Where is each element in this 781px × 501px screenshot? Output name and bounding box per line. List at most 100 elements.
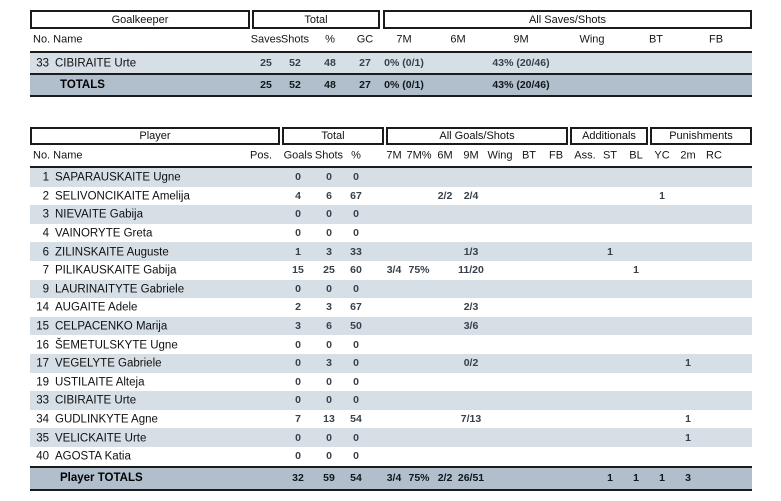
player-number: 33 — [36, 57, 49, 70]
player-number: 15 — [36, 320, 49, 333]
totals-cell-shots: 52 — [289, 78, 301, 91]
column-header-no-name: No. Name — [33, 33, 83, 46]
cell-goals: 7 — [295, 412, 301, 425]
player-name: VEGELYTE Gabriele — [55, 357, 162, 370]
player-number: 1 — [42, 171, 49, 184]
player-number-name: 1 SAPARAUSKAITE Ugne — [33, 168, 181, 186]
cell-saves: 25 — [260, 56, 272, 69]
cell-shots: 0 — [326, 208, 332, 221]
totals-cell-shots: 59 — [323, 471, 335, 484]
goalkeeper-rows: 33 CIBIRAITE Urte 25 52 48 27 0% (0/1) 43% (20/… — [30, 53, 752, 97]
player-name: ZILINSKAITE Auguste — [55, 246, 169, 259]
player-number: 3 — [42, 209, 49, 222]
cell-m9: 43% (20/46) — [492, 56, 550, 69]
totals-cell-pct: 54 — [350, 471, 362, 484]
cell-goals: 0 — [295, 431, 301, 444]
player-number: 35 — [36, 432, 49, 445]
cell-pct: 67 — [350, 301, 362, 314]
cell-m2: 1 — [685, 356, 691, 369]
cell-pct: 0 — [353, 375, 359, 388]
table-row: 16 ŠEMETULSKYTE Ugne 0 0 0 — [30, 335, 752, 354]
group-header-all-saves-shots: All Saves/Shots — [383, 10, 752, 29]
table-row: 14 AUGAITE Adele 2 3 67 2/3 — [30, 298, 752, 317]
cell-shots: 0 — [326, 394, 332, 407]
group-header-label: All Saves/Shots — [528, 13, 607, 26]
table-row: 7 PILIKAUSKAITE Gabija 15 25 60 3/4 75% 11/20 1 — [30, 261, 752, 280]
cell-goals: 0 — [295, 449, 301, 462]
totals-row: TOTALS 25 52 48 27 0% (0/1) 43% (20/46) — [30, 73, 752, 97]
cell-goals: 0 — [295, 356, 301, 369]
player-name: LAURINAITYTE Gabriele — [55, 283, 185, 296]
column-header-wing: Wing — [487, 149, 513, 162]
group-header-punishments: Punishments — [650, 127, 752, 145]
cell-shots: 0 — [326, 338, 332, 351]
group-header-label: All Goals/Shots — [439, 130, 515, 142]
player-number: 34 — [36, 413, 49, 426]
column-header-st: ST — [602, 149, 618, 162]
column-header-gc: GC — [356, 33, 374, 46]
cell-pct: 0 — [353, 226, 359, 239]
cell-pct: 50 — [350, 319, 362, 332]
table-row: 34 GUDLINKYTE Agne 7 13 54 7/13 1 — [30, 410, 752, 429]
table-row: 15 CELPACENKO Marija 3 6 50 3/6 — [30, 316, 752, 336]
player-name: SAPARAUSKAITE Ugne — [55, 171, 181, 184]
player-name: SELIVONCIKAITE Amelija — [55, 190, 190, 203]
player-number: 7 — [42, 264, 49, 277]
player-name: VAINORYTE Greta — [55, 227, 153, 240]
cell-goals: 0 — [295, 171, 301, 184]
column-header-m6: 6M — [437, 149, 453, 162]
cell-shots: 0 — [326, 282, 332, 295]
group-header-goalkeeper: Goalkeeper — [30, 10, 250, 29]
player-number: 6 — [42, 246, 49, 259]
table-row: 1 SAPARAUSKAITE Ugne 0 0 0 — [30, 168, 752, 187]
player-number-name: 34 GUDLINKYTE Agne — [33, 410, 158, 428]
totals-cell-m7pct: 75% — [408, 471, 430, 484]
totals-label: TOTALS — [60, 78, 105, 91]
column-header-pct: % — [351, 149, 361, 162]
player-number: 2 — [42, 190, 49, 203]
column-header-fb: FB — [708, 33, 724, 46]
table-row: 19 USTILAITE Alteja 0 0 0 — [30, 373, 752, 392]
cell-goals: 0 — [295, 338, 301, 351]
cell-pct: 0 — [353, 356, 359, 369]
cell-shots: 0 — [326, 226, 332, 239]
table-row: 3 NIEVAITE Gabija 0 0 0 — [30, 205, 752, 224]
player-number-name: 40 AGOSTA Katia — [33, 447, 131, 465]
goalkeeper-group-header-row: Goalkeeper Total All Saves/Shots — [30, 10, 752, 29]
goalkeeper-column-header-row: No. Name Saves Shots% GC 7M 6M 9M Wing BT FB — [30, 29, 752, 53]
cell-m7pct: 75% — [408, 264, 430, 277]
player-name: CELPACENKO Marija — [55, 320, 168, 333]
cell-pct: 0 — [353, 431, 359, 444]
cell-pct: 0 — [353, 394, 359, 407]
totals-cell-m7: 0% (0/1) — [384, 78, 424, 91]
cell-shots: 0 — [326, 449, 332, 462]
player-name: VELICKAITE Urte — [55, 432, 147, 445]
cell-goals: 0 — [295, 226, 301, 239]
cell-shots: 0 — [326, 171, 332, 184]
cell-pct: 0 — [353, 449, 359, 462]
player-number: 9 — [42, 283, 49, 296]
cell-shots: 3 — [326, 245, 332, 258]
player-number-name: 16 ŠEMETULSKYTE Ugne — [33, 335, 178, 353]
table-row: 17 VEGELYTE Gabriele 0 3 0 0/2 1 — [30, 353, 752, 373]
table-row: 40 AGOSTA Katia 0 0 0 — [30, 447, 752, 466]
cell-gc: 27 — [359, 56, 371, 69]
cell-shots: 0 — [326, 431, 332, 444]
player-number-name: 35 VELICKAITE Urte — [33, 428, 146, 446]
player-name: CIBIRAITE Urte — [55, 57, 137, 70]
cell-shots: 3 — [326, 356, 332, 369]
cell-pct: 33 — [350, 245, 362, 258]
totals-cell-yc: 1 — [659, 471, 665, 484]
player-name: CIBIRAITE Urte — [55, 395, 137, 408]
cell-m6: 2/2 — [437, 189, 453, 202]
column-header-fb: FB — [548, 149, 564, 162]
group-header-label: Total — [304, 13, 328, 26]
cell-goals: 0 — [295, 282, 301, 295]
cell-pct: 0 — [353, 338, 359, 351]
cell-m9: 7/13 — [460, 412, 482, 425]
totals-cell-gc: 27 — [359, 78, 371, 91]
cell-pct: 0 — [353, 171, 359, 184]
group-header-label: Additionals — [582, 130, 636, 142]
column-header-bt: BT — [648, 33, 664, 46]
player-number-name: 2 SELIVONCIKAITE Amelija — [33, 187, 190, 205]
